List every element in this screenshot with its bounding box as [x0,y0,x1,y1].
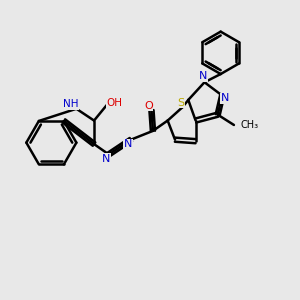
Text: CH₃: CH₃ [240,120,259,130]
Text: N: N [221,94,229,103]
Text: S: S [177,98,184,108]
Text: O: O [144,101,153,111]
Text: N: N [102,154,110,164]
Text: NH: NH [63,99,78,110]
Text: OH: OH [107,98,123,108]
Text: N: N [199,71,207,81]
Text: N: N [124,139,132,149]
